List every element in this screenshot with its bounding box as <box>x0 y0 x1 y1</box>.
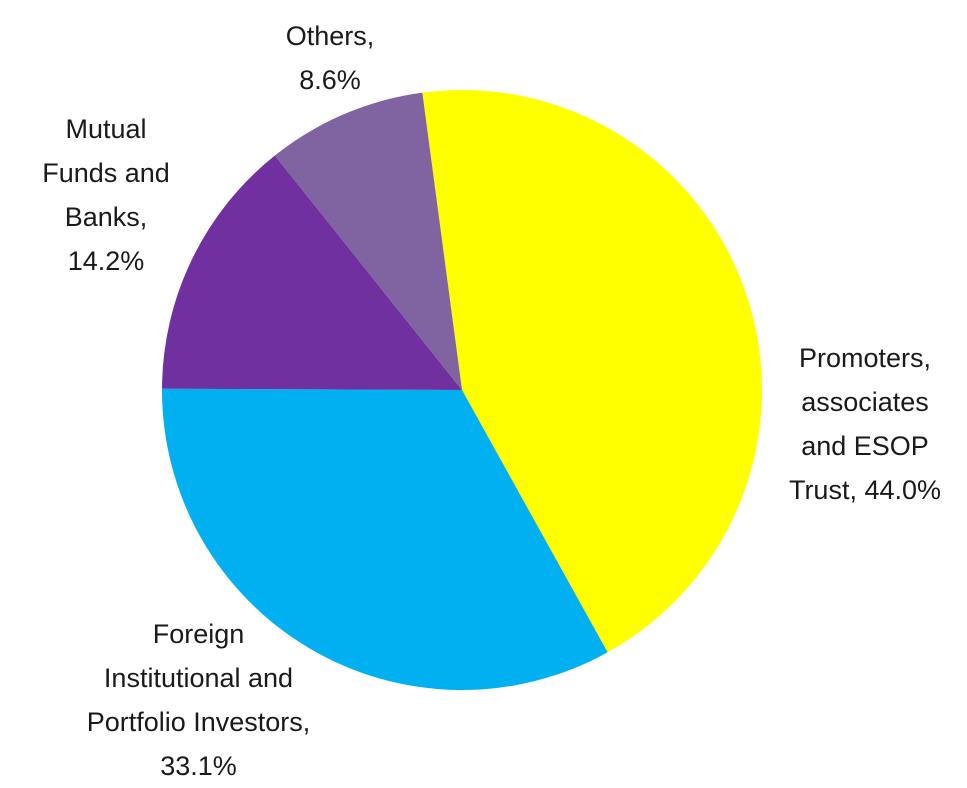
value-label: 8.6% <box>299 65 361 95</box>
pie-slice <box>274 92 462 390</box>
pie-slice <box>162 388 608 691</box>
pie-slice <box>162 155 463 390</box>
pie-slice <box>422 89 763 653</box>
category-label: Promoters, associates and ESOP Trust <box>788 343 932 505</box>
category-label: Others <box>285 21 367 51</box>
category-label: Mutual Funds and Banks <box>42 114 170 232</box>
slice-label: Foreign Institutional and Portfolio Inve… <box>86 619 311 781</box>
slice-label: Promoters, associates and ESOP Trust, 44… <box>788 343 942 505</box>
value-label: 33.1% <box>160 751 237 781</box>
slice-label: Mutual Funds and Banks, 14.2% <box>42 114 170 276</box>
value-label: 44.0% <box>864 475 942 505</box>
value-label: 14.2% <box>67 246 145 276</box>
slice-label: Others, 8.6% <box>285 21 375 95</box>
category-label: Foreign Institutional and Portfolio Inve… <box>86 619 303 737</box>
